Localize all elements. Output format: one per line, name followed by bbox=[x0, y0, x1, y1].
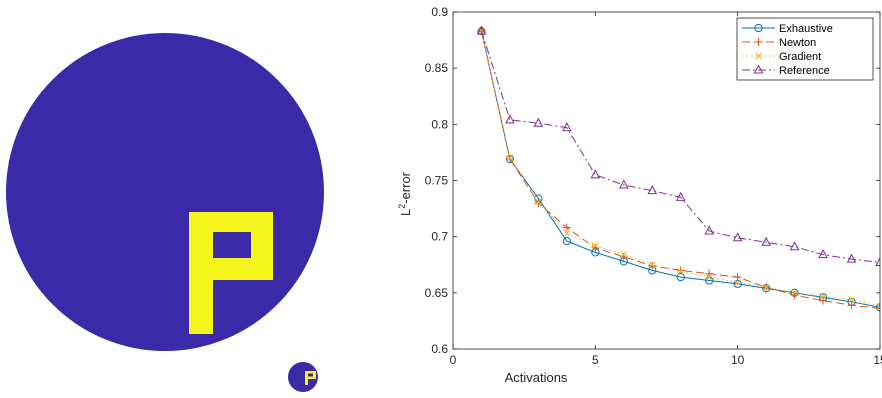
series-line-reference bbox=[480, 30, 880, 263]
x-axis-label: Activations bbox=[505, 370, 568, 385]
y-tick-label: 0.75 bbox=[425, 174, 449, 188]
series-reference bbox=[476, 25, 880, 267]
ticks-layer: 0 5 10 15 0.6 0.65 0.7 0.75 0.8 0.85 0.9 bbox=[425, 5, 882, 367]
x-tick-label: 15 bbox=[873, 353, 882, 367]
data-point-reference bbox=[562, 122, 572, 132]
data-point-reference bbox=[875, 256, 880, 267]
legend-marker-exhaustive bbox=[754, 23, 763, 33]
data-point-gradient bbox=[506, 154, 514, 162]
x-tick-label: 0 bbox=[450, 353, 457, 367]
data-point-newton bbox=[847, 301, 856, 310]
data-point-reference bbox=[505, 114, 515, 124]
series-gradient bbox=[478, 27, 880, 310]
series-layer bbox=[476, 25, 880, 313]
legend-marker-newton bbox=[754, 38, 763, 46]
chart-panel: 0 5 10 15 0.6 0.65 0.7 0.75 0.8 0.85 0.9 Activatio… bbox=[340, 0, 882, 393]
legend-label: Reference bbox=[779, 65, 830, 77]
data-point-newton bbox=[505, 155, 514, 164]
series-line-newton bbox=[480, 30, 880, 310]
data-point-exhaustive bbox=[875, 303, 880, 312]
y-tick-label: 0.85 bbox=[425, 61, 449, 75]
y-tick-label: 0.8 bbox=[431, 117, 448, 131]
data-point-newton bbox=[819, 296, 828, 305]
small-letter-p-stem bbox=[305, 371, 308, 385]
legend-label: Newton bbox=[779, 37, 816, 49]
data-point-reference bbox=[476, 25, 487, 35]
data-point-reference bbox=[846, 253, 857, 263]
x-tick-label: 5 bbox=[592, 353, 599, 367]
data-point-exhaustive bbox=[562, 237, 571, 246]
letter-p-counter bbox=[213, 232, 251, 258]
data-point-gradient bbox=[876, 302, 880, 310]
large-disk-with-letter bbox=[6, 33, 324, 351]
y-axis-label-superscript: 2 bbox=[397, 204, 407, 209]
legend-entry: Gradient bbox=[742, 51, 821, 63]
data-point-gradient bbox=[677, 268, 685, 275]
series-line-exhaustive bbox=[480, 30, 880, 308]
legend-marker-reference bbox=[753, 64, 764, 74]
data-point-gradient bbox=[563, 229, 571, 237]
data-point-gradient bbox=[848, 296, 855, 303]
data-point-reference bbox=[618, 179, 629, 189]
y-tick-label: 0.65 bbox=[425, 286, 449, 300]
data-point-gradient bbox=[535, 198, 542, 206]
small-disk-with-letter bbox=[288, 362, 318, 392]
data-point-newton bbox=[534, 198, 543, 207]
small-disk bbox=[288, 362, 318, 392]
phantom-image bbox=[6, 33, 324, 392]
data-point-newton bbox=[648, 261, 657, 270]
data-point-gradient bbox=[762, 283, 770, 291]
data-point-gradient bbox=[648, 261, 656, 269]
data-point-gradient bbox=[791, 289, 798, 297]
data-point-reference bbox=[590, 169, 601, 179]
data-point-gradient bbox=[620, 251, 628, 258]
y-tick-label: 0.9 bbox=[431, 5, 448, 19]
y-tick-label: 0.7 bbox=[431, 230, 448, 244]
legend-marker-gradient bbox=[755, 52, 762, 60]
phantom-figure bbox=[0, 0, 340, 393]
line-chart: 0 5 10 15 0.6 0.65 0.7 0.75 0.8 0.85 0.9 Activatio… bbox=[397, 5, 882, 385]
large-disk bbox=[6, 33, 324, 351]
data-point-reference bbox=[789, 241, 800, 251]
data-point-reference bbox=[761, 236, 771, 246]
legend: Exhaustive Newton Gradient Reference bbox=[736, 17, 874, 81]
data-point-reference bbox=[675, 191, 686, 201]
legend-label: Exhaustive bbox=[779, 23, 833, 35]
data-point-reference bbox=[533, 117, 544, 127]
data-point-newton bbox=[562, 223, 571, 232]
letter-p-stem bbox=[189, 212, 213, 334]
small-letter-p-counter bbox=[308, 373, 313, 377]
legend-entry: Reference bbox=[742, 64, 830, 77]
legend-entry: Newton bbox=[742, 37, 816, 49]
y-axis-label-rest: -error bbox=[398, 171, 413, 203]
data-point-newton bbox=[733, 273, 742, 282]
y-tick-label: 0.6 bbox=[431, 342, 448, 356]
data-point-reference bbox=[818, 249, 828, 259]
data-point-reference bbox=[704, 225, 715, 235]
data-point-gradient bbox=[819, 292, 827, 300]
legend-entry: Exhaustive bbox=[742, 23, 833, 35]
data-point-reference bbox=[732, 232, 743, 242]
legend-label: Gradient bbox=[779, 51, 821, 63]
y-axis-label: L2-error bbox=[397, 171, 413, 216]
data-point-gradient bbox=[705, 273, 713, 281]
data-point-reference bbox=[647, 185, 658, 195]
y-axis-label-base: L bbox=[398, 209, 413, 216]
data-point-gradient bbox=[734, 279, 742, 287]
data-point-gradient bbox=[591, 242, 599, 250]
x-tick-label: 10 bbox=[731, 353, 745, 367]
